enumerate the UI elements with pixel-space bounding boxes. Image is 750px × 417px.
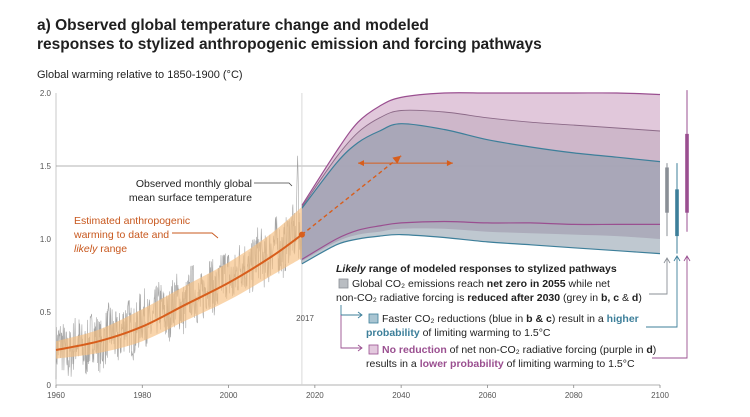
grey-bar-box [665,167,669,213]
observed-label-line-1: Observed monthly global [136,178,252,190]
legend-purple-connector [340,315,362,349]
purple-bar-box [685,133,689,213]
blue-bar-box [675,189,679,237]
blue-lower-edge [301,233,661,265]
observed-label-leader [254,182,293,187]
legend-grey-line-1: Global CO₂ emissions reach net zero in 2… [352,278,610,290]
grey-upper-edge [301,109,661,208]
legend-blue-connector [340,305,362,316]
legend-blue-swatch [368,313,379,324]
legend-blue-line-1: Faster CO₂ reductions (blue in b & c) re… [382,313,639,325]
x-tick-label: 1960 [47,391,65,400]
estimated-label-leader [172,232,219,239]
estimated-label-line-3: likely range [74,243,127,255]
marker-year-label: 2017 [296,314,314,323]
chart-title: a) Observed global temperature change an… [37,16,542,54]
estimated-label-line-1: Estimated anthropogenic [74,215,190,227]
chart-title-line-1: a) Observed global temperature change an… [37,17,429,34]
y-axis-label: Global warming relative to 1850-1900 (°C… [37,69,243,81]
anthropogenic-likely-range [56,206,302,359]
x-tick-label: 2020 [306,391,324,400]
chart-title-line-2: responses to stylized anthropogenic emis… [37,36,542,53]
legend-heading: Likely range of modeled responses to sty… [336,263,617,275]
legend: Likely range of modeled responses to sty… [336,255,691,370]
x-tick-label: 2060 [479,391,497,400]
annotations: Observed monthly global mean surface tem… [73,178,314,323]
anthropogenic-central-line [55,233,303,351]
connector-grey-to-bar [649,259,668,295]
purple-upper-edge [301,92,661,206]
connector-purple-to-bar [652,257,688,359]
connector-grey-head [663,257,671,264]
legend-blue-line-2: probability of limiting warming to 1.5°C [366,327,551,339]
x-tick-label: 2000 [220,391,238,400]
y-tick-label: 2.0 [40,89,52,98]
legend-blue-connector-head [357,311,363,319]
end-bars [665,90,689,254]
legend-purple-connector-head [357,344,363,352]
connector-blue-to-bar [646,257,678,328]
connector-purple-head [683,255,691,262]
y-tick-label: 1.0 [40,235,52,244]
purple-lower-edge [301,220,660,260]
blue-upper-edge [301,123,661,209]
observed-label-line-2: mean surface temperature [129,192,252,204]
connector-blue-head [673,255,681,262]
extrapolation-arrow-line [301,155,402,236]
y-tick-label: 0.5 [40,308,52,317]
legend-grey-line-2: non-CO₂ radiative forcing is reduced aft… [336,292,642,304]
y-tick-label: 0 [47,381,52,390]
x-tick-label: 1980 [133,391,151,400]
x-tick-label: 2080 [565,391,583,400]
x-tick-label: 2040 [392,391,410,400]
x-tick-label: 2100 [651,391,669,400]
legend-purple-line-2: results in a lower probability of limiti… [366,358,635,370]
y-tick-label: 1.5 [40,162,52,171]
range-arrow-right-head [446,160,453,167]
axis-ticks: 1960 1980 2000 2020 2040 2060 2080 2100 0 0.5 1.0 1… [40,89,670,400]
legend-grey-swatch [338,278,349,289]
range-arrow-left-head [358,160,364,167]
legend-purple-swatch [368,344,379,355]
legend-purple-line-1: No reduction of net non-CO₂ radiative fo… [382,344,656,356]
extrapolation-arrow-head [392,155,402,164]
pathway-bands [301,92,661,265]
estimated-label-line-2: warming to date and [73,229,169,241]
anthropogenic-series [55,155,453,359]
blue-grey-pathway-band [301,123,660,264]
